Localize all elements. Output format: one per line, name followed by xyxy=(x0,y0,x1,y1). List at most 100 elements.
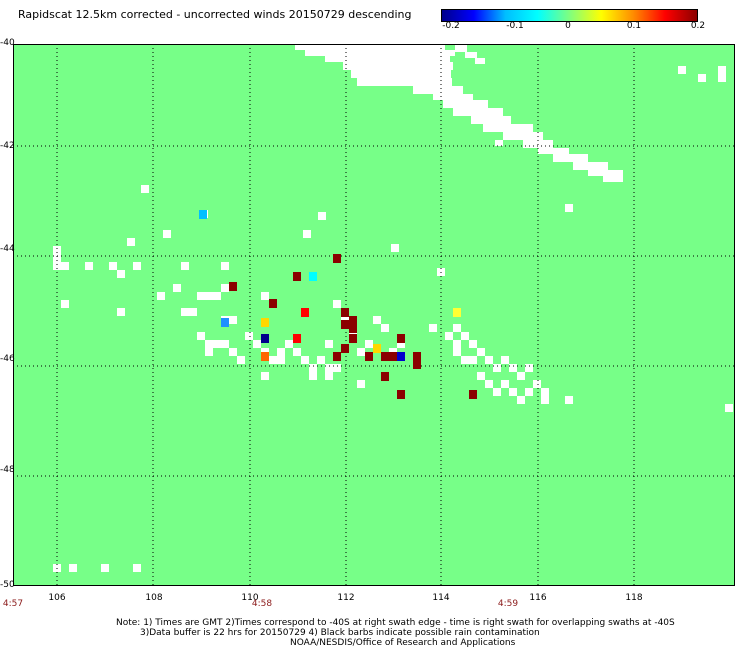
wind-difference-cell xyxy=(269,299,277,308)
no-data-cell xyxy=(133,262,141,270)
wind-difference-cell xyxy=(309,272,317,281)
no-data-cell xyxy=(525,388,533,396)
wind-difference-cell xyxy=(373,344,381,353)
lon-label: 110 xyxy=(241,593,259,603)
no-data-cell xyxy=(318,212,326,220)
wind-difference-cell xyxy=(349,324,357,333)
wind-difference-cell xyxy=(453,308,461,317)
no-data-region xyxy=(553,154,588,162)
no-data-cell xyxy=(127,238,135,246)
colorbar xyxy=(441,9,698,22)
no-data-cell xyxy=(309,364,317,372)
note-line: NOAA/NESDIS/Office of Research and Appli… xyxy=(290,638,516,648)
lat-label: -46 xyxy=(0,354,15,364)
no-data-cell xyxy=(429,324,437,332)
no-data-cell xyxy=(181,308,189,316)
wind-difference-cell xyxy=(301,308,309,317)
no-data-region xyxy=(603,176,623,182)
no-data-cell xyxy=(317,356,325,364)
no-data-cell xyxy=(373,316,381,324)
no-data-cell xyxy=(333,364,341,372)
no-data-cell xyxy=(509,364,517,372)
no-data-cell xyxy=(493,388,501,396)
wind-difference-cell xyxy=(341,344,349,353)
no-data-cell xyxy=(453,348,461,356)
no-data-cell xyxy=(461,332,469,340)
wind-difference-cell xyxy=(349,316,357,325)
no-data-cell xyxy=(533,380,541,388)
wind-difference-cell xyxy=(397,352,405,361)
no-data-cell xyxy=(53,262,61,270)
lat-label: -42 xyxy=(0,141,15,151)
no-data-region xyxy=(471,116,511,124)
no-data-cell xyxy=(485,380,493,388)
no-data-cell xyxy=(469,356,477,364)
no-data-cell xyxy=(197,292,205,300)
no-data-region xyxy=(573,162,608,170)
no-data-region xyxy=(295,44,445,50)
no-data-cell xyxy=(109,262,117,270)
no-data-cell xyxy=(221,340,229,348)
time-label: 4:59 xyxy=(497,599,519,609)
wind-difference-cell xyxy=(341,308,349,317)
no-data-cell xyxy=(477,372,485,380)
wind-difference-cell xyxy=(389,352,397,361)
no-data-cell xyxy=(565,396,573,404)
wind-difference-cell xyxy=(293,334,301,343)
no-data-cell xyxy=(541,388,549,396)
no-data-cell xyxy=(277,348,285,356)
no-data-cell xyxy=(163,230,171,238)
no-data-cell xyxy=(229,316,237,324)
no-data-cell xyxy=(381,324,389,332)
no-data-region xyxy=(443,100,488,108)
no-data-cell xyxy=(325,340,333,348)
no-data-cell xyxy=(517,372,525,380)
no-data-cell xyxy=(229,348,237,356)
wind-difference-cell xyxy=(261,318,269,327)
map-plot-area xyxy=(13,44,735,586)
no-data-cell xyxy=(53,254,61,262)
no-data-region xyxy=(433,94,473,100)
wind-difference-cell xyxy=(413,360,421,369)
no-data-region xyxy=(413,86,463,94)
no-data-cell xyxy=(325,372,333,380)
wind-difference-cell xyxy=(397,390,405,399)
wind-difference-cell xyxy=(365,352,373,361)
no-data-cell xyxy=(397,340,405,348)
no-data-cell xyxy=(261,292,269,300)
no-data-cell xyxy=(53,246,61,254)
wind-difference-cell xyxy=(397,334,405,343)
no-data-cell xyxy=(565,204,573,212)
no-data-cell xyxy=(309,372,317,380)
no-data-region xyxy=(678,66,686,74)
map-svg xyxy=(13,44,735,586)
no-data-region xyxy=(455,44,467,52)
no-data-cell xyxy=(501,380,509,388)
lat-label: -48 xyxy=(0,465,15,475)
no-data-cell xyxy=(501,356,509,364)
wind-difference-cell xyxy=(381,372,389,381)
no-data-cell xyxy=(391,244,399,252)
no-data-cell xyxy=(453,324,461,332)
wind-difference-cell xyxy=(413,352,421,361)
colorbar-tick: 0 xyxy=(565,21,571,31)
no-data-cell xyxy=(205,292,213,300)
no-data-region xyxy=(357,78,452,86)
time-label: 4:57 xyxy=(2,599,24,609)
note-line: Note: 1) Times are GMT 2)Times correspon… xyxy=(116,618,675,628)
no-data-region xyxy=(718,74,726,82)
wind-difference-cell xyxy=(229,282,237,291)
no-data-region xyxy=(718,66,726,74)
lon-label: 118 xyxy=(625,593,643,603)
no-data-cell xyxy=(189,308,197,316)
no-data-region xyxy=(325,56,450,62)
no-data-cell xyxy=(213,340,221,348)
chart-title: Rapidscat 12.5km corrected - uncorrected… xyxy=(18,8,412,21)
lon-label: 106 xyxy=(48,593,66,603)
no-data-cell xyxy=(157,292,165,300)
no-data-cell xyxy=(221,284,229,292)
no-data-cell xyxy=(69,564,77,572)
lon-label: 112 xyxy=(337,593,355,603)
no-data-region xyxy=(475,58,485,64)
no-data-cell xyxy=(493,364,501,372)
